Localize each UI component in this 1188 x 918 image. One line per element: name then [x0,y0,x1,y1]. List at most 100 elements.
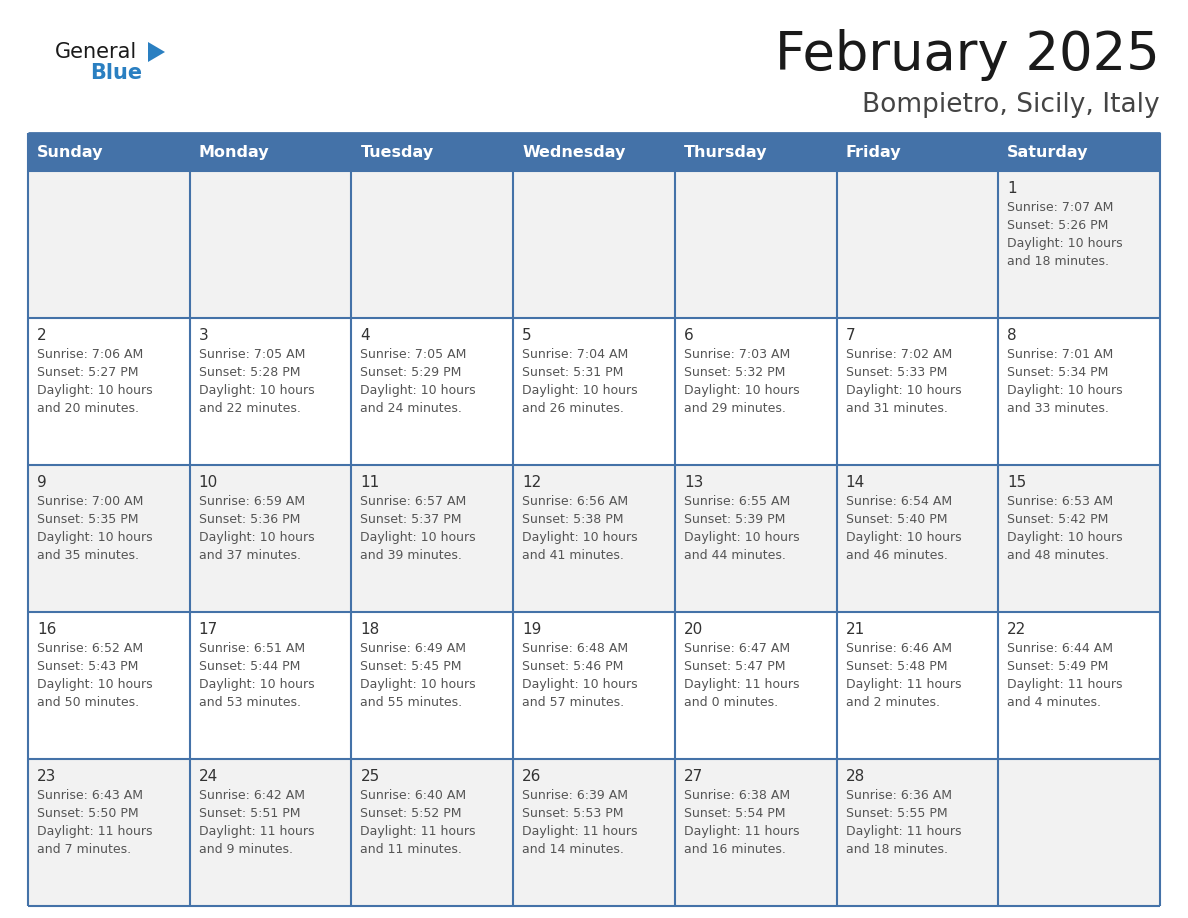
Text: and 14 minutes.: and 14 minutes. [523,843,624,856]
Bar [190,133,352,171]
Bar [29,171,190,318]
Text: Sunrise: 6:51 AM: Sunrise: 6:51 AM [198,642,305,655]
Text: 25: 25 [360,769,380,784]
Text: Sunday: Sunday [37,144,103,160]
Text: Sunrise: 7:07 AM: Sunrise: 7:07 AM [1007,201,1113,214]
Text: 21: 21 [846,622,865,637]
Text: Sunset: 5:31 PM: Sunset: 5:31 PM [523,366,624,379]
Text: 5: 5 [523,328,532,343]
Bar [190,171,352,318]
Text: and 4 minutes.: and 4 minutes. [1007,696,1101,709]
Text: and 55 minutes.: and 55 minutes. [360,696,462,709]
Bar [190,759,352,906]
Text: Daylight: 10 hours: Daylight: 10 hours [198,531,315,544]
Text: Sunset: 5:55 PM: Sunset: 5:55 PM [846,807,947,820]
Bar [190,318,352,465]
Text: Sunset: 5:47 PM: Sunset: 5:47 PM [684,660,785,673]
Text: 11: 11 [360,475,380,490]
Text: Daylight: 10 hours: Daylight: 10 hours [1007,237,1123,250]
Text: and 50 minutes.: and 50 minutes. [37,696,139,709]
Bar [675,465,836,612]
Text: Saturday: Saturday [1007,144,1088,160]
Text: Sunset: 5:33 PM: Sunset: 5:33 PM [846,366,947,379]
Text: 7: 7 [846,328,855,343]
Bar [836,612,998,759]
Text: Sunrise: 6:47 AM: Sunrise: 6:47 AM [684,642,790,655]
Text: Daylight: 11 hours: Daylight: 11 hours [846,825,961,838]
Text: Sunrise: 7:02 AM: Sunrise: 7:02 AM [846,348,952,361]
Text: and 26 minutes.: and 26 minutes. [523,402,624,415]
Text: Monday: Monday [198,144,270,160]
Text: 23: 23 [37,769,56,784]
Text: Sunset: 5:48 PM: Sunset: 5:48 PM [846,660,947,673]
Text: General: General [55,42,138,62]
Text: Daylight: 11 hours: Daylight: 11 hours [360,825,476,838]
Text: Sunset: 5:38 PM: Sunset: 5:38 PM [523,513,624,526]
Text: Thursday: Thursday [684,144,767,160]
Text: Sunset: 5:51 PM: Sunset: 5:51 PM [198,807,301,820]
Text: 1: 1 [1007,181,1017,196]
Text: Sunrise: 6:38 AM: Sunrise: 6:38 AM [684,789,790,802]
Bar [513,318,675,465]
Text: Daylight: 11 hours: Daylight: 11 hours [1007,678,1123,691]
Text: Sunrise: 7:06 AM: Sunrise: 7:06 AM [37,348,144,361]
Text: Sunset: 5:50 PM: Sunset: 5:50 PM [37,807,139,820]
Text: and 16 minutes.: and 16 minutes. [684,843,785,856]
Text: Daylight: 10 hours: Daylight: 10 hours [37,384,152,397]
Bar [513,171,675,318]
Text: Daylight: 11 hours: Daylight: 11 hours [684,825,800,838]
Bar [29,612,190,759]
Text: Sunset: 5:53 PM: Sunset: 5:53 PM [523,807,624,820]
Bar [352,612,513,759]
Bar [29,318,190,465]
Bar [836,465,998,612]
Text: Sunset: 5:27 PM: Sunset: 5:27 PM [37,366,139,379]
Text: 9: 9 [37,475,46,490]
Text: Daylight: 11 hours: Daylight: 11 hours [684,678,800,691]
Text: Sunrise: 6:53 AM: Sunrise: 6:53 AM [1007,495,1113,508]
Text: 12: 12 [523,475,542,490]
Text: 16: 16 [37,622,56,637]
Text: 6: 6 [684,328,694,343]
Text: Sunset: 5:37 PM: Sunset: 5:37 PM [360,513,462,526]
Text: Daylight: 11 hours: Daylight: 11 hours [198,825,314,838]
Text: and 18 minutes.: and 18 minutes. [846,843,948,856]
Text: Sunrise: 6:40 AM: Sunrise: 6:40 AM [360,789,467,802]
Text: 20: 20 [684,622,703,637]
Text: 19: 19 [523,622,542,637]
Text: Sunrise: 6:42 AM: Sunrise: 6:42 AM [198,789,304,802]
Bar [998,318,1159,465]
Text: Sunrise: 6:55 AM: Sunrise: 6:55 AM [684,495,790,508]
Text: and 46 minutes.: and 46 minutes. [846,549,948,562]
Text: 24: 24 [198,769,217,784]
Text: Daylight: 10 hours: Daylight: 10 hours [360,384,476,397]
Text: Sunrise: 7:00 AM: Sunrise: 7:00 AM [37,495,144,508]
Text: and 9 minutes.: and 9 minutes. [198,843,292,856]
Text: and 29 minutes.: and 29 minutes. [684,402,785,415]
Text: Sunset: 5:32 PM: Sunset: 5:32 PM [684,366,785,379]
Bar [675,171,836,318]
Bar [675,133,836,171]
Text: Sunrise: 7:05 AM: Sunrise: 7:05 AM [198,348,305,361]
Polygon shape [148,42,165,62]
Text: Sunset: 5:42 PM: Sunset: 5:42 PM [1007,513,1108,526]
Text: and 24 minutes.: and 24 minutes. [360,402,462,415]
Bar [836,318,998,465]
Text: Sunset: 5:34 PM: Sunset: 5:34 PM [1007,366,1108,379]
Text: Sunset: 5:44 PM: Sunset: 5:44 PM [198,660,301,673]
Text: 2: 2 [37,328,46,343]
Text: and 39 minutes.: and 39 minutes. [360,549,462,562]
Bar [675,318,836,465]
Text: Daylight: 10 hours: Daylight: 10 hours [198,678,315,691]
Bar [513,465,675,612]
Text: and 18 minutes.: and 18 minutes. [1007,255,1110,268]
Text: Sunset: 5:43 PM: Sunset: 5:43 PM [37,660,138,673]
Text: and 2 minutes.: and 2 minutes. [846,696,940,709]
Text: Daylight: 11 hours: Daylight: 11 hours [523,825,638,838]
Text: and 22 minutes.: and 22 minutes. [198,402,301,415]
Text: Sunset: 5:26 PM: Sunset: 5:26 PM [1007,219,1108,232]
Text: Sunset: 5:35 PM: Sunset: 5:35 PM [37,513,139,526]
Text: 26: 26 [523,769,542,784]
Bar [352,133,513,171]
Text: Daylight: 10 hours: Daylight: 10 hours [684,531,800,544]
